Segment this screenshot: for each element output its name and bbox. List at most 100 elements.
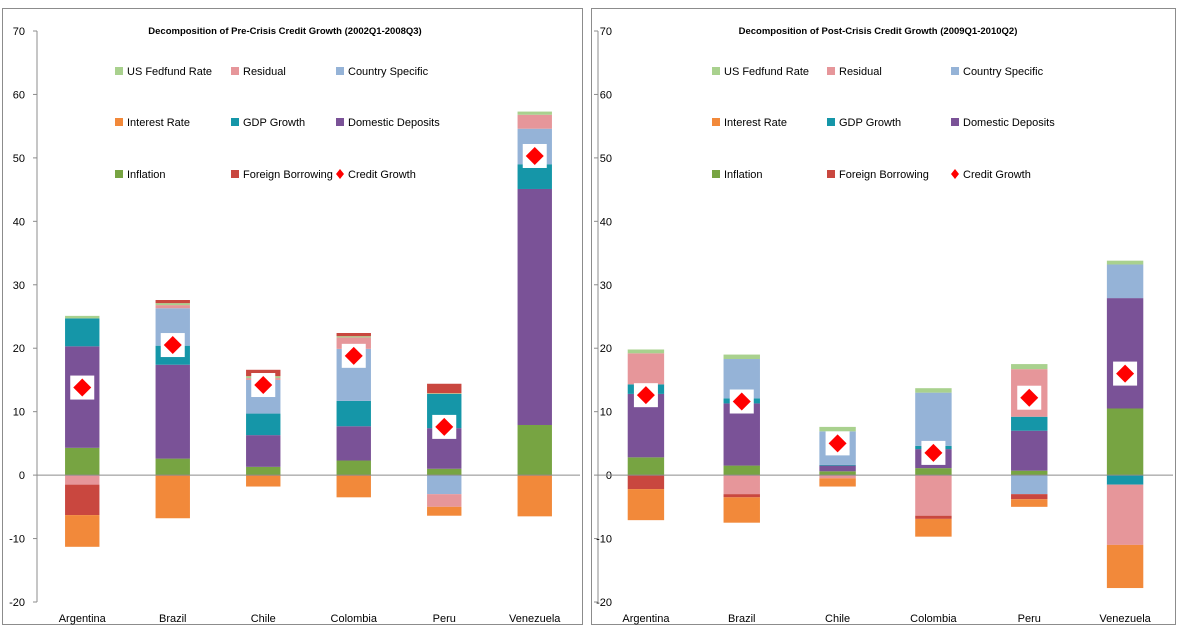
bar-residual-colombia bbox=[915, 475, 952, 516]
legend-swatch-country-specific bbox=[951, 67, 959, 75]
bar-us-fedfund-rate-argentina bbox=[65, 315, 100, 319]
category-label: Colombia bbox=[331, 613, 378, 625]
bar-interest-rate-argentina bbox=[65, 515, 100, 547]
bar-domestic-deposits-chile bbox=[246, 435, 281, 467]
bar-foreign-borrowing-peru bbox=[427, 383, 462, 394]
y-tick-label: 50 bbox=[13, 153, 25, 165]
bar-interest-rate-peru bbox=[427, 506, 462, 516]
legend-swatch-residual bbox=[827, 67, 835, 75]
legend-swatch-inflation bbox=[115, 170, 123, 178]
y-tick-label: 40 bbox=[13, 216, 25, 228]
legend-label: Credit Growth bbox=[348, 169, 416, 181]
bar-inflation-chile bbox=[246, 466, 281, 476]
legend-label: GDP Growth bbox=[243, 117, 305, 129]
category-label: Brazil bbox=[159, 613, 187, 625]
bar-foreign-borrowing-chile bbox=[246, 369, 281, 377]
bar-us-fedfund-rate-venezuela bbox=[517, 111, 552, 115]
y-tick-label: 20 bbox=[600, 343, 612, 355]
bar-domestic-deposits-venezuela bbox=[1106, 298, 1144, 409]
y-tick-label: -20 bbox=[9, 597, 25, 609]
y-tick-label: 70 bbox=[13, 26, 25, 38]
bar-inflation-chile bbox=[819, 471, 856, 476]
bar-inflation-venezuela bbox=[517, 424, 552, 476]
bar-us-fedfund-rate-colombia bbox=[915, 388, 952, 393]
bar-foreign-borrowing-brazil bbox=[155, 300, 190, 304]
legend-label: US Fedfund Rate bbox=[724, 66, 809, 78]
y-tick-label: 30 bbox=[13, 280, 25, 292]
legend-label: Inflation bbox=[724, 169, 763, 181]
y-tick-label: 0 bbox=[606, 470, 612, 482]
bar-us-fedfund-rate-brazil bbox=[155, 303, 190, 306]
credit-growth-marker-chile bbox=[254, 376, 273, 395]
y-tick-label: 10 bbox=[13, 407, 25, 419]
y-tick-label: 20 bbox=[13, 343, 25, 355]
bar-interest-rate-venezuela bbox=[1106, 544, 1144, 589]
bar-country-specific-colombia bbox=[915, 392, 952, 446]
bar-country-specific-venezuela bbox=[1106, 264, 1144, 299]
bar-interest-rate-colombia bbox=[915, 518, 952, 537]
bar-us-fedfund-rate-colombia bbox=[336, 336, 371, 338]
bar-us-fedfund-rate-chile bbox=[819, 426, 856, 432]
legend-swatch-us-fedfund-rate bbox=[712, 67, 720, 75]
bar-foreign-borrowing-argentina bbox=[627, 475, 665, 490]
legend-label: Residual bbox=[243, 66, 286, 78]
y-tick-label: 60 bbox=[13, 89, 25, 101]
bar-inflation-peru bbox=[1011, 470, 1048, 476]
bar-interest-rate-colombia bbox=[336, 475, 371, 498]
bar-gdp-growth-venezuela bbox=[1106, 475, 1144, 485]
bar-residual-chile bbox=[819, 475, 856, 479]
bar-residual-brazil bbox=[723, 475, 760, 495]
bar-domestic-deposits-chile bbox=[819, 465, 856, 472]
legend-label: Country Specific bbox=[963, 66, 1044, 78]
legend-label: Residual bbox=[839, 66, 882, 78]
legend-swatch-inflation bbox=[712, 170, 720, 178]
post-crisis-chart: Decomposition of Post-Crisis Credit Grow… bbox=[594, 26, 1173, 625]
bar-inflation-peru bbox=[427, 468, 462, 476]
legend-swatch-domestic-deposits bbox=[951, 118, 959, 126]
bar-residual-argentina bbox=[65, 475, 100, 485]
y-tick-label: 0 bbox=[19, 470, 25, 482]
y-tick-label: 10 bbox=[600, 407, 612, 419]
bar-gdp-growth-chile bbox=[246, 413, 281, 436]
legend-label: Domestic Deposits bbox=[348, 117, 440, 129]
y-tick-label: 50 bbox=[600, 153, 612, 165]
y-tick-label: 70 bbox=[600, 26, 612, 38]
bar-us-fedfund-rate-venezuela bbox=[1106, 260, 1144, 265]
legend-swatch-gdp-growth bbox=[231, 118, 239, 126]
category-label: Colombia bbox=[910, 613, 957, 625]
category-label: Chile bbox=[825, 613, 850, 625]
y-tick-label: -20 bbox=[596, 597, 612, 609]
legend-label: Domestic Deposits bbox=[963, 117, 1055, 129]
bar-domestic-deposits-venezuela bbox=[517, 188, 552, 425]
bar-interest-rate-chile bbox=[819, 478, 856, 487]
credit-growth-marker-peru bbox=[435, 417, 454, 436]
bar-residual-peru bbox=[427, 494, 462, 507]
credit-growth-marker-brazil bbox=[732, 392, 751, 411]
bar-inflation-argentina bbox=[65, 447, 100, 476]
credit-growth-marker-brazil bbox=[163, 336, 182, 355]
bar-gdp-growth-venezuela bbox=[517, 164, 552, 189]
legend-marker-credit-growth bbox=[951, 169, 959, 179]
legend-swatch-interest-rate bbox=[115, 118, 123, 126]
category-label: Argentina bbox=[622, 613, 670, 625]
y-tick-label: -10 bbox=[9, 534, 25, 546]
category-label: Argentina bbox=[59, 613, 107, 625]
pre-crisis-chart: Decomposition of Pre-Crisis Credit Growt… bbox=[9, 26, 580, 625]
legend-swatch-country-specific bbox=[336, 67, 344, 75]
legend-label: Credit Growth bbox=[963, 169, 1031, 181]
legend-label: US Fedfund Rate bbox=[127, 66, 212, 78]
legend-label: Foreign Borrowing bbox=[243, 169, 333, 181]
credit-growth-marker-colombia bbox=[344, 346, 363, 365]
chart-title: Decomposition of Post-Crisis Credit Grow… bbox=[739, 26, 1018, 37]
chart-title: Decomposition of Pre-Crisis Credit Growt… bbox=[148, 26, 421, 37]
bar-interest-rate-brazil bbox=[155, 475, 190, 519]
legend-label: Interest Rate bbox=[724, 117, 787, 129]
y-tick-label: -10 bbox=[596, 534, 612, 546]
bar-interest-rate-brazil bbox=[723, 497, 760, 523]
category-label: Peru bbox=[433, 613, 456, 625]
bar-inflation-colombia bbox=[336, 460, 371, 476]
bar-foreign-borrowing-brazil bbox=[723, 494, 760, 498]
bar-inflation-colombia bbox=[915, 468, 952, 476]
bar-foreign-borrowing-colombia bbox=[915, 515, 952, 519]
credit-growth-marker-argentina bbox=[636, 386, 655, 405]
